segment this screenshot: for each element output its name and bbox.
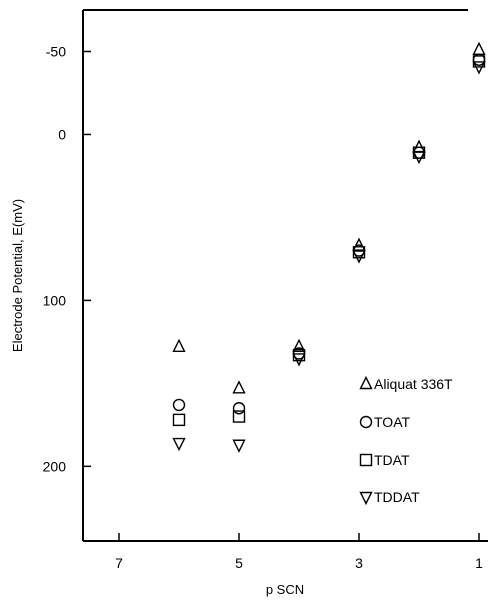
data-point [232, 380, 246, 394]
y-tick-label: 0 [58, 126, 66, 142]
legend-marker [359, 453, 373, 467]
x-tick-label: 5 [235, 555, 243, 571]
data-point [172, 413, 186, 427]
legend-marker [359, 415, 373, 429]
x-tick-label: 3 [355, 555, 363, 571]
data-point [172, 437, 186, 452]
y-axis-label: Electrode Potential, E(mV) [10, 199, 25, 352]
legend-entry-label: Aliquat 336T [374, 376, 453, 392]
data-point [172, 338, 186, 353]
y-tick-label: 100 [43, 292, 67, 308]
data-point [472, 41, 486, 56]
legend-marker [359, 491, 373, 506]
legend-entry-label: TDAT [374, 452, 410, 468]
x-tick-label: 7 [115, 555, 123, 571]
x-axis-label: p SCN [266, 582, 304, 597]
legend-entry-label: TDDAT [374, 489, 420, 505]
axis-ticks: -50 0 100 200 7 5 3 1 [43, 43, 483, 571]
data-point [232, 410, 246, 423]
data-points [172, 41, 486, 453]
y-tick-label: -50 [46, 43, 66, 59]
data-point [352, 237, 366, 251]
data-point [292, 353, 306, 367]
y-tick-label: 200 [43, 458, 67, 474]
data-point [352, 250, 366, 264]
data-point [412, 150, 426, 165]
data-point [172, 398, 186, 412]
legend: Aliquat 336T TOAT TDAT TDDAT [359, 375, 453, 506]
data-point [472, 61, 486, 75]
legend-entry-label: TOAT [374, 414, 410, 430]
plot-frame [82, 9, 488, 542]
data-point [292, 338, 306, 353]
data-point [232, 402, 246, 415]
x-tick-label: 1 [475, 555, 483, 571]
legend-marker [359, 375, 373, 390]
data-point [232, 439, 246, 453]
